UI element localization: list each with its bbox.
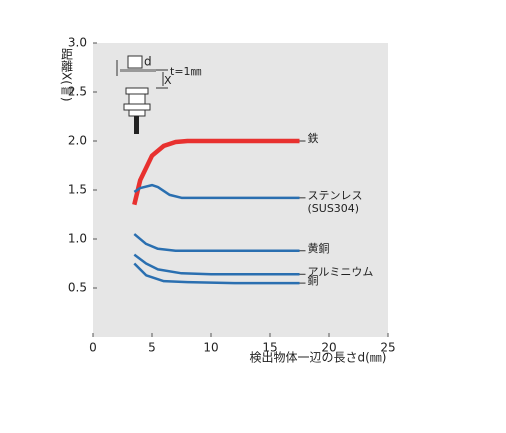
annotation: d [144,55,152,69]
x-tick-label: 5 [148,341,156,355]
x-tick-label: 10 [203,341,218,355]
legend-label: アルミニウム [308,265,374,278]
x-tick-label: 25 [380,341,395,355]
x-tick-label: 15 [262,341,277,355]
y-tick-label: 3.0 [68,36,87,50]
x-tick-label: 0 [89,341,97,355]
annotation: X [164,74,172,87]
nut [125,87,149,95]
x-tick-label: 20 [321,341,336,355]
y-axis-label: 距離X(㎜) [60,48,74,102]
y-tick-label: 2.0 [68,134,87,148]
plate [120,69,156,72]
series-line [133,233,300,253]
cable [134,116,139,134]
series-line [133,183,300,200]
legend-label: ステンレス [308,189,363,202]
nut [123,103,151,111]
legend-label: 鉄 [308,131,319,145]
y-tick-label: 0.5 [68,281,87,295]
y-tick-label: 1.5 [68,183,87,197]
target [127,55,143,69]
y-tick-label: 2.5 [68,85,87,99]
legend-label: 銅 [308,273,319,287]
series-line [132,138,300,206]
legend-label: 黄銅 [308,241,330,255]
annotation: (SUS304) [308,202,360,215]
y-tick-label: 1.0 [68,232,87,246]
sensor-diagram: d t=1㎜ X [116,55,202,134]
annotation: t=1㎜ [170,65,202,78]
x-axis-label: 検出物体一辺の長さd(㎜) [250,351,387,365]
series-line [133,262,300,285]
series-line [133,253,300,276]
